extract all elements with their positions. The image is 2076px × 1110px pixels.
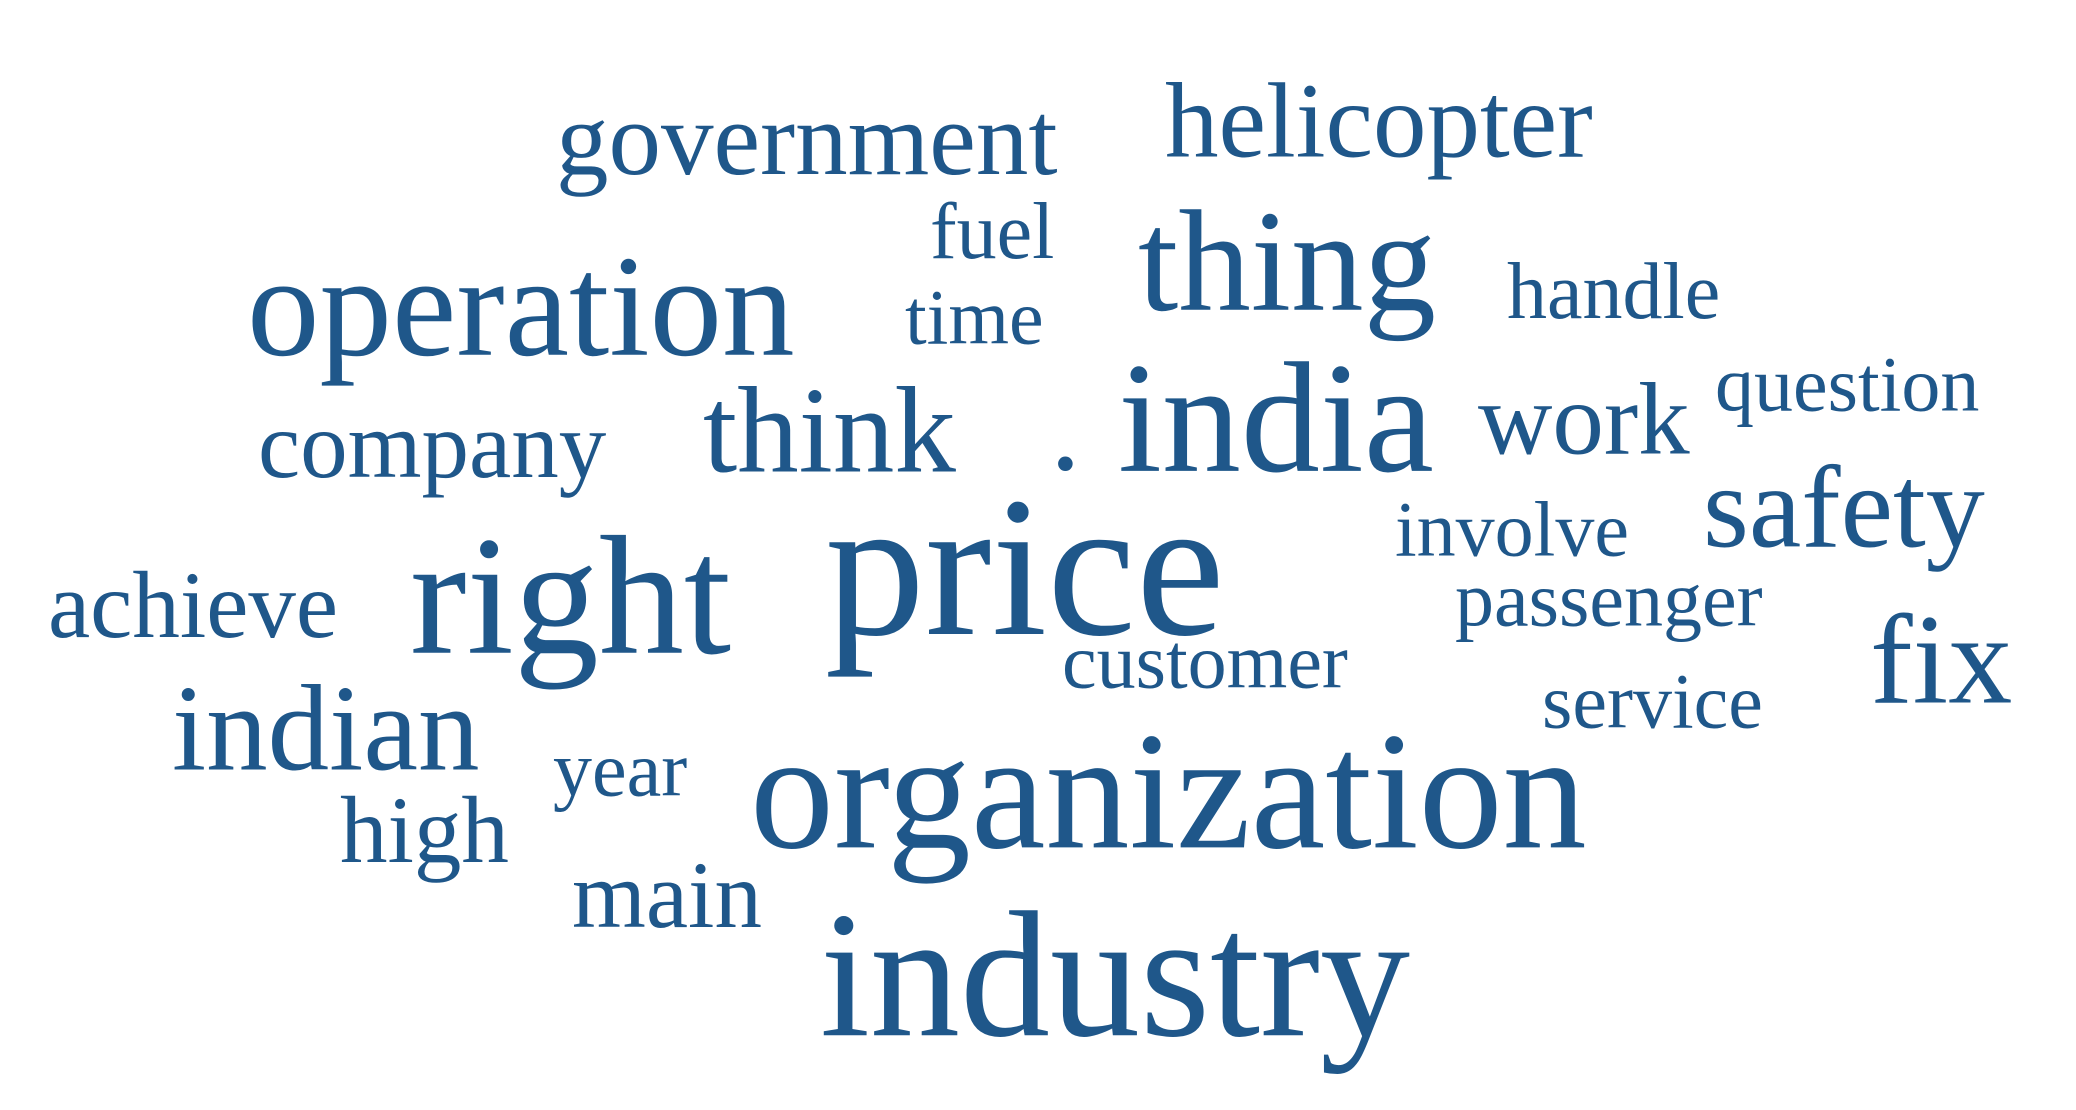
word-dot: . [1050,359,1081,497]
word-helicopter: helicopter [1165,62,1593,181]
word-customer: customer [1062,617,1348,705]
word-india: india [1118,330,1434,506]
word-fix: fix [1870,588,2013,731]
word-service: service [1542,657,1763,745]
word-right: right [410,501,732,690]
word-involve: involve [1395,485,1629,573]
word-question: question [1715,340,1980,428]
word-main: main [572,841,762,948]
word-high: high [340,776,509,883]
word-work: work [1478,362,1690,477]
word-operation: operation [247,226,795,387]
word-organization: organization [750,698,1587,885]
word-indian: indian [172,659,480,797]
word-fuel: fuel [930,188,1055,277]
word-company: company [258,391,607,498]
word-price: price [825,457,1225,678]
word-achieve: achieve [48,551,339,658]
word-government: government [556,80,1058,198]
word-thing: thing [1138,181,1437,342]
word-industry: industry [820,875,1411,1075]
word-passenger: passenger [1455,555,1763,643]
word-time: time [905,273,1044,361]
word-year: year [553,725,688,813]
word-safety: safety [1703,441,1985,573]
word-think: think [703,361,956,499]
word-handle: handle [1507,248,1721,337]
